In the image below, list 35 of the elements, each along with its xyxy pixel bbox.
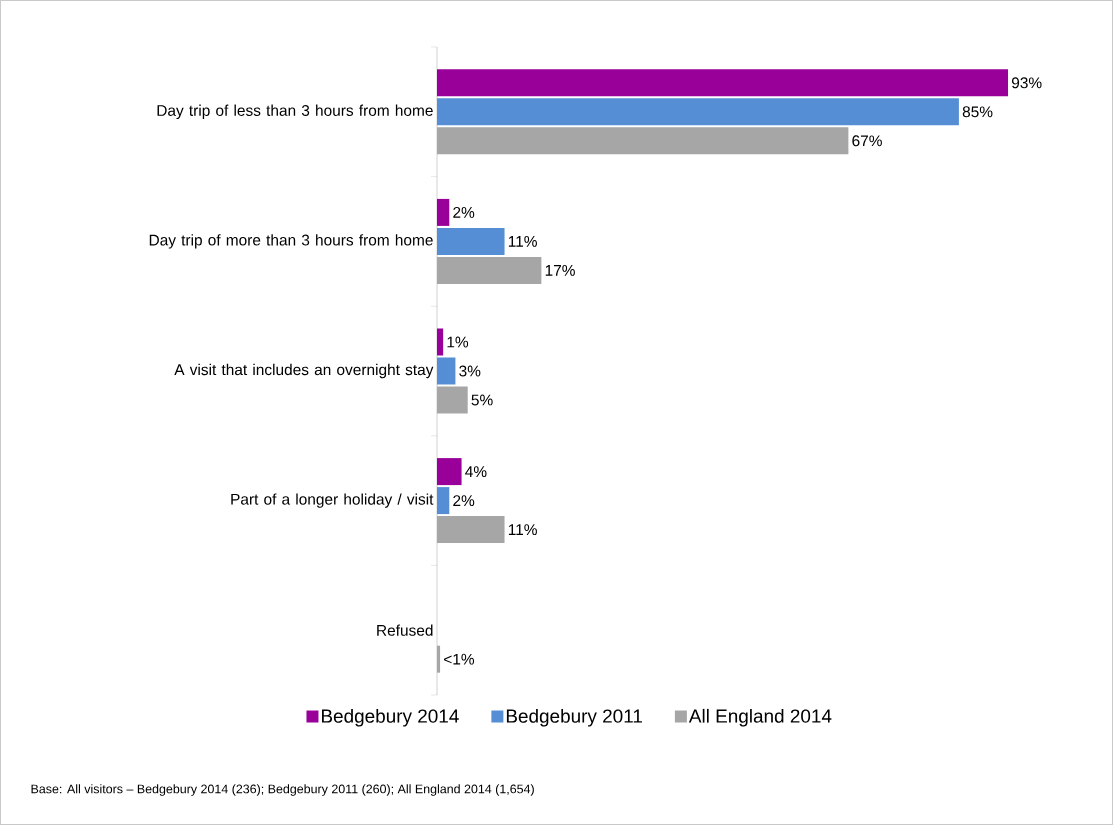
y-tick-label: Day trip of more than 3 hours from home bbox=[149, 234, 433, 249]
data-label: 11% bbox=[508, 235, 537, 247]
bar bbox=[437, 458, 462, 486]
y-tick-label: Part of a longer holiday / visit bbox=[231, 493, 434, 508]
bar bbox=[437, 227, 505, 255]
data-label: 11% bbox=[508, 524, 537, 535]
data-label: 67% bbox=[852, 135, 882, 147]
bar bbox=[437, 357, 456, 385]
data-label: 2% bbox=[453, 495, 475, 507]
data-label: 93% bbox=[1011, 77, 1042, 89]
bar bbox=[437, 256, 542, 284]
y-tick-label: Day trip of less than 3 hours from home bbox=[157, 104, 433, 119]
bar bbox=[437, 328, 444, 356]
data-label: 5% bbox=[471, 394, 493, 406]
text: Base: All visitors – Bedgebury 2014 (236); Bedgebury 2011 (260); All England 2014 (1,654) bbox=[31, 784, 534, 796]
y-tick-label: Refused bbox=[377, 624, 433, 636]
data-label: 85% bbox=[962, 106, 993, 118]
legend-label: Bedgebury 2014 bbox=[322, 708, 459, 727]
legend-label: Bedgebury 2011 bbox=[506, 708, 642, 727]
data-label: 1% bbox=[447, 336, 469, 348]
bar bbox=[437, 69, 1009, 97]
legend-label: All England 2014 bbox=[688, 708, 832, 727]
bar bbox=[437, 386, 468, 414]
data-label: 2% bbox=[453, 206, 475, 218]
data-label: 17% bbox=[545, 264, 575, 276]
bar bbox=[437, 645, 441, 673]
data-label: 4% bbox=[465, 466, 487, 477]
bar bbox=[437, 198, 450, 226]
bar bbox=[437, 98, 959, 126]
bar bbox=[437, 487, 450, 515]
bar bbox=[437, 127, 849, 155]
bar bbox=[437, 516, 505, 544]
data-label: <1% bbox=[444, 653, 475, 665]
data-label: 3% bbox=[459, 365, 481, 377]
y-tick-label: A visit that includes an overnight stay bbox=[174, 363, 434, 379]
